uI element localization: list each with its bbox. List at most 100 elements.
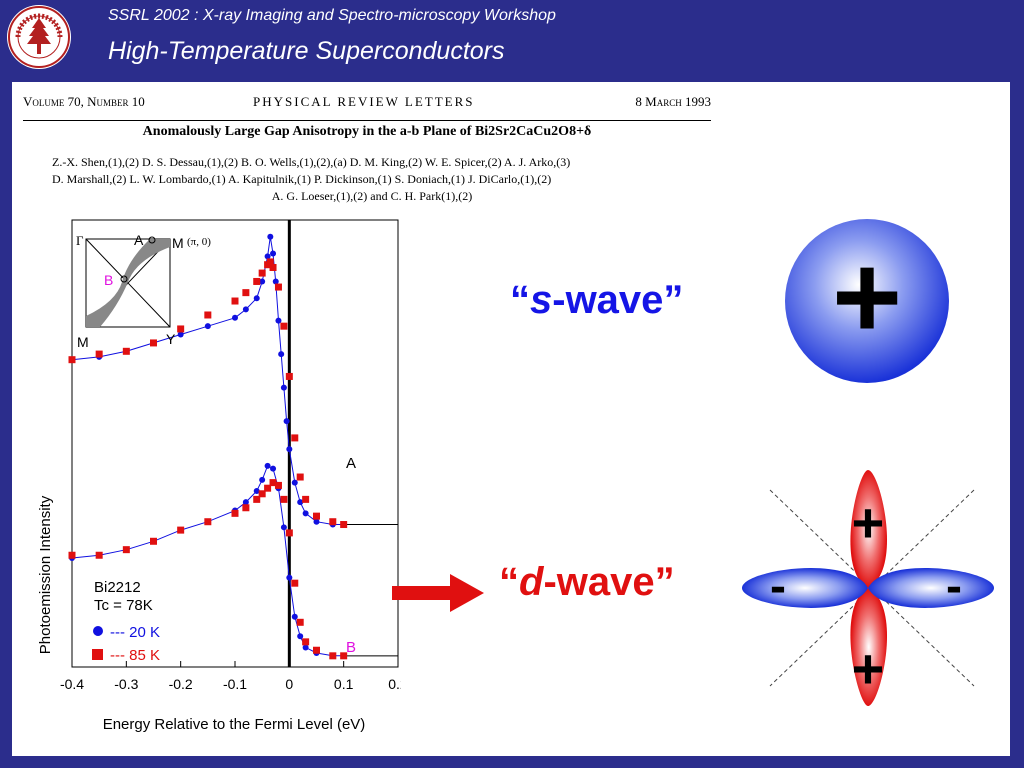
journal-date: 8 March 1993 <box>635 94 711 109</box>
data-point <box>122 546 130 554</box>
data-point <box>204 518 212 526</box>
legend-marker-20k <box>93 626 103 636</box>
data-point <box>231 509 239 517</box>
data-point <box>302 495 310 503</box>
arrow-right-icon <box>392 574 484 612</box>
data-point <box>253 277 261 285</box>
fermi-surface-shading <box>86 239 170 327</box>
inset-y-label: Y <box>166 331 176 347</box>
data-point <box>270 465 277 472</box>
inset-b-label: B <box>104 272 113 288</box>
x-tick-label: -0.2 <box>169 676 193 692</box>
s-wave-diagram: + <box>785 219 949 383</box>
inset-m-top-label: M <box>172 235 184 251</box>
x-tick-label: 0.2 <box>388 676 401 692</box>
data-point <box>278 351 285 358</box>
data-point <box>313 512 320 520</box>
stanford-seal-icon <box>7 5 71 69</box>
data-point <box>269 479 277 487</box>
data-point <box>150 537 157 545</box>
series-b-85-k <box>68 479 348 660</box>
data-point <box>177 325 185 333</box>
y-axis-label: Photoemission Intensity <box>37 495 54 654</box>
curve-label-b: B <box>346 639 356 656</box>
data-point <box>340 652 348 660</box>
data-point <box>280 495 288 503</box>
data-point <box>264 462 271 469</box>
data-point <box>291 479 298 486</box>
data-point <box>95 551 103 559</box>
data-point <box>280 524 287 531</box>
d-wave-lobe-right <box>868 568 994 608</box>
data-point <box>291 434 299 442</box>
data-point <box>291 613 298 620</box>
data-point <box>274 481 282 489</box>
x-tick-label: -0.3 <box>114 676 138 692</box>
x-axis-label: Energy Relative to the Fermi Level (eV) <box>103 716 366 733</box>
legend-label-85k: --- 85 K <box>110 647 160 664</box>
data-point <box>232 314 238 321</box>
data-point <box>95 350 103 358</box>
data-point <box>242 504 250 512</box>
s-wave-label: “s-wave” <box>510 278 684 322</box>
data-point <box>340 521 348 529</box>
tc-label: Tc = 78K <box>94 597 153 614</box>
d-wave-label: “d-wave” <box>499 560 675 604</box>
legend-label-20k: --- 20 K <box>110 624 160 641</box>
data-point <box>280 384 287 391</box>
data-point <box>313 518 320 525</box>
d-wave-minus-right: - <box>946 560 962 613</box>
data-point <box>275 317 282 324</box>
data-point <box>297 633 304 640</box>
d-wave-lobe-bottom <box>850 588 888 706</box>
data-point <box>286 574 293 581</box>
data-point <box>68 551 76 559</box>
d-wave-minus-left: - <box>770 560 786 613</box>
d-wave-diagram: + + - - <box>742 470 994 706</box>
d-wave-lobe-top <box>850 470 888 588</box>
data-point <box>259 476 266 483</box>
data-point <box>313 646 320 654</box>
journal-name: PHYSICAL REVIEW LETTERS <box>253 94 475 109</box>
data-point <box>150 339 157 347</box>
data-point <box>267 233 274 240</box>
data-point <box>291 579 299 587</box>
data-point <box>204 323 211 330</box>
inset-pi-label: (π, 0) <box>187 236 211 248</box>
data-point <box>231 297 239 305</box>
journal-volume: Volume 70, Number 10 <box>23 94 145 109</box>
x-tick-label: 0 <box>285 676 293 692</box>
data-point <box>280 322 288 330</box>
photoemission-chart: -0.4 -0.3 -0.2 -0.1 0 0.1 0.2 Photoemission In… <box>37 219 401 733</box>
data-point <box>258 269 266 277</box>
paper-authors-line-1: Z.-X. Shen,(1),(2) D. S. Dessau,(1),(2) … <box>52 155 571 169</box>
data-point <box>285 372 293 380</box>
data-point <box>242 289 250 297</box>
journal-header: Volume 70, Number 10 PHYSICAL REVIEW LET… <box>23 92 711 121</box>
d-wave-lobe-left <box>742 568 868 608</box>
x-tick-label: -0.1 <box>223 676 247 692</box>
data-point <box>296 618 304 626</box>
data-series <box>68 233 398 660</box>
sample-label: Bi2212 <box>94 579 141 596</box>
data-point <box>177 526 185 534</box>
workshop-title: SSRL 2002 : X-ray Imaging and Spectro-mi… <box>108 7 556 24</box>
data-point <box>253 295 260 302</box>
header: SSRL 2002 : X-ray Imaging and Spectro-mi… <box>0 0 1024 80</box>
paper-authors-line-2: D. Marshall,(2) L. W. Lombardo,(1) A. Ka… <box>52 172 552 186</box>
brillouin-zone-inset: Γ A M (π, 0) B M Y <box>76 232 211 350</box>
data-point <box>204 311 212 319</box>
data-point <box>253 495 261 503</box>
data-point <box>259 278 266 285</box>
s-wave-orbital <box>785 219 949 383</box>
data-point <box>122 347 130 355</box>
data-point <box>253 487 260 494</box>
data-point <box>297 499 304 506</box>
content-panel: Volume 70, Number 10 PHYSICAL REVIEW LET… <box>12 82 1010 756</box>
data-point <box>329 652 337 660</box>
series-a-85-k <box>68 258 348 529</box>
x-tick-label: -0.4 <box>60 676 84 692</box>
data-point <box>296 473 304 481</box>
data-point <box>274 283 282 291</box>
slide-title: High-Temperature Superconductors <box>108 37 505 65</box>
